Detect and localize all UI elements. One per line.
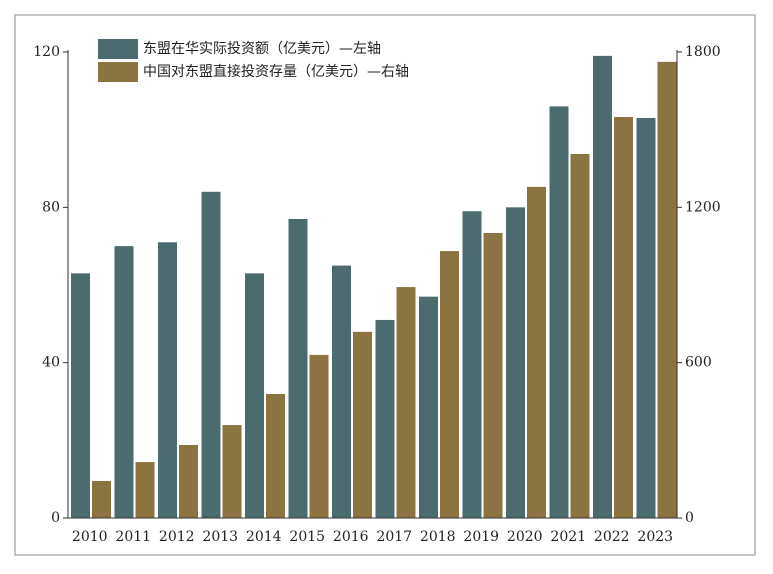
y2-tick-label: 1800: [685, 44, 721, 60]
bar: [332, 265, 351, 518]
bar: [266, 393, 285, 518]
bar: [375, 319, 395, 518]
legend-swatch: [98, 39, 138, 59]
x-tick-label: 2019: [463, 529, 499, 545]
legend-label: 中国对东盟直接投资存量（亿美元）—右轴: [143, 63, 409, 80]
bar: [636, 118, 656, 519]
bar: [614, 116, 633, 518]
bar: [570, 154, 590, 518]
bar: [222, 425, 242, 518]
x-tick-label: 2022: [594, 529, 630, 545]
y2-tick-label: 0: [685, 510, 694, 526]
bar: [92, 480, 111, 518]
bar: [419, 296, 438, 518]
bar: [201, 191, 221, 519]
x-tick-label: 2021: [550, 529, 586, 545]
y2-tick-label: 1200: [685, 199, 721, 215]
x-tick-label: 2011: [115, 529, 151, 545]
x-tick-label: 2023: [637, 529, 673, 545]
bar: [440, 251, 459, 518]
x-tick-label: 2010: [72, 529, 108, 545]
bar: [135, 462, 155, 518]
bar: [657, 61, 677, 519]
x-tick-label: 2014: [246, 529, 282, 545]
bar: [527, 186, 546, 518]
bar: [309, 354, 329, 518]
legend-swatch: [98, 62, 138, 82]
y-tick-label: 120: [33, 44, 60, 60]
bar: [353, 331, 372, 518]
bar: [483, 232, 503, 519]
bar: [71, 273, 90, 518]
bar: [288, 218, 308, 518]
x-tick-label: 2018: [420, 529, 456, 545]
bar: [593, 55, 612, 519]
x-tick-label: 2012: [159, 529, 195, 545]
y-tick-label: 40: [42, 355, 60, 371]
x-tick-label: 2020: [507, 529, 543, 545]
y-tick-label: 80: [42, 199, 60, 215]
bar: [506, 207, 525, 519]
x-tick-label: 2017: [376, 529, 412, 545]
legend-label: 东盟在华实际投资额（亿美元）—左轴: [143, 41, 381, 57]
bar: [245, 273, 264, 518]
x-tick-label: 2016: [333, 529, 369, 545]
bar: [549, 106, 569, 518]
frame: [14, 14, 756, 556]
x-tick-label: 2015: [289, 529, 325, 545]
bar: [114, 246, 134, 518]
y2-tick-label: 600: [685, 355, 712, 371]
bar: [462, 211, 482, 518]
y-tick-label: 0: [51, 510, 60, 526]
bar: [179, 444, 198, 518]
bar: [158, 242, 177, 519]
x-tick-label: 2013: [202, 529, 238, 545]
bar: [396, 287, 416, 518]
